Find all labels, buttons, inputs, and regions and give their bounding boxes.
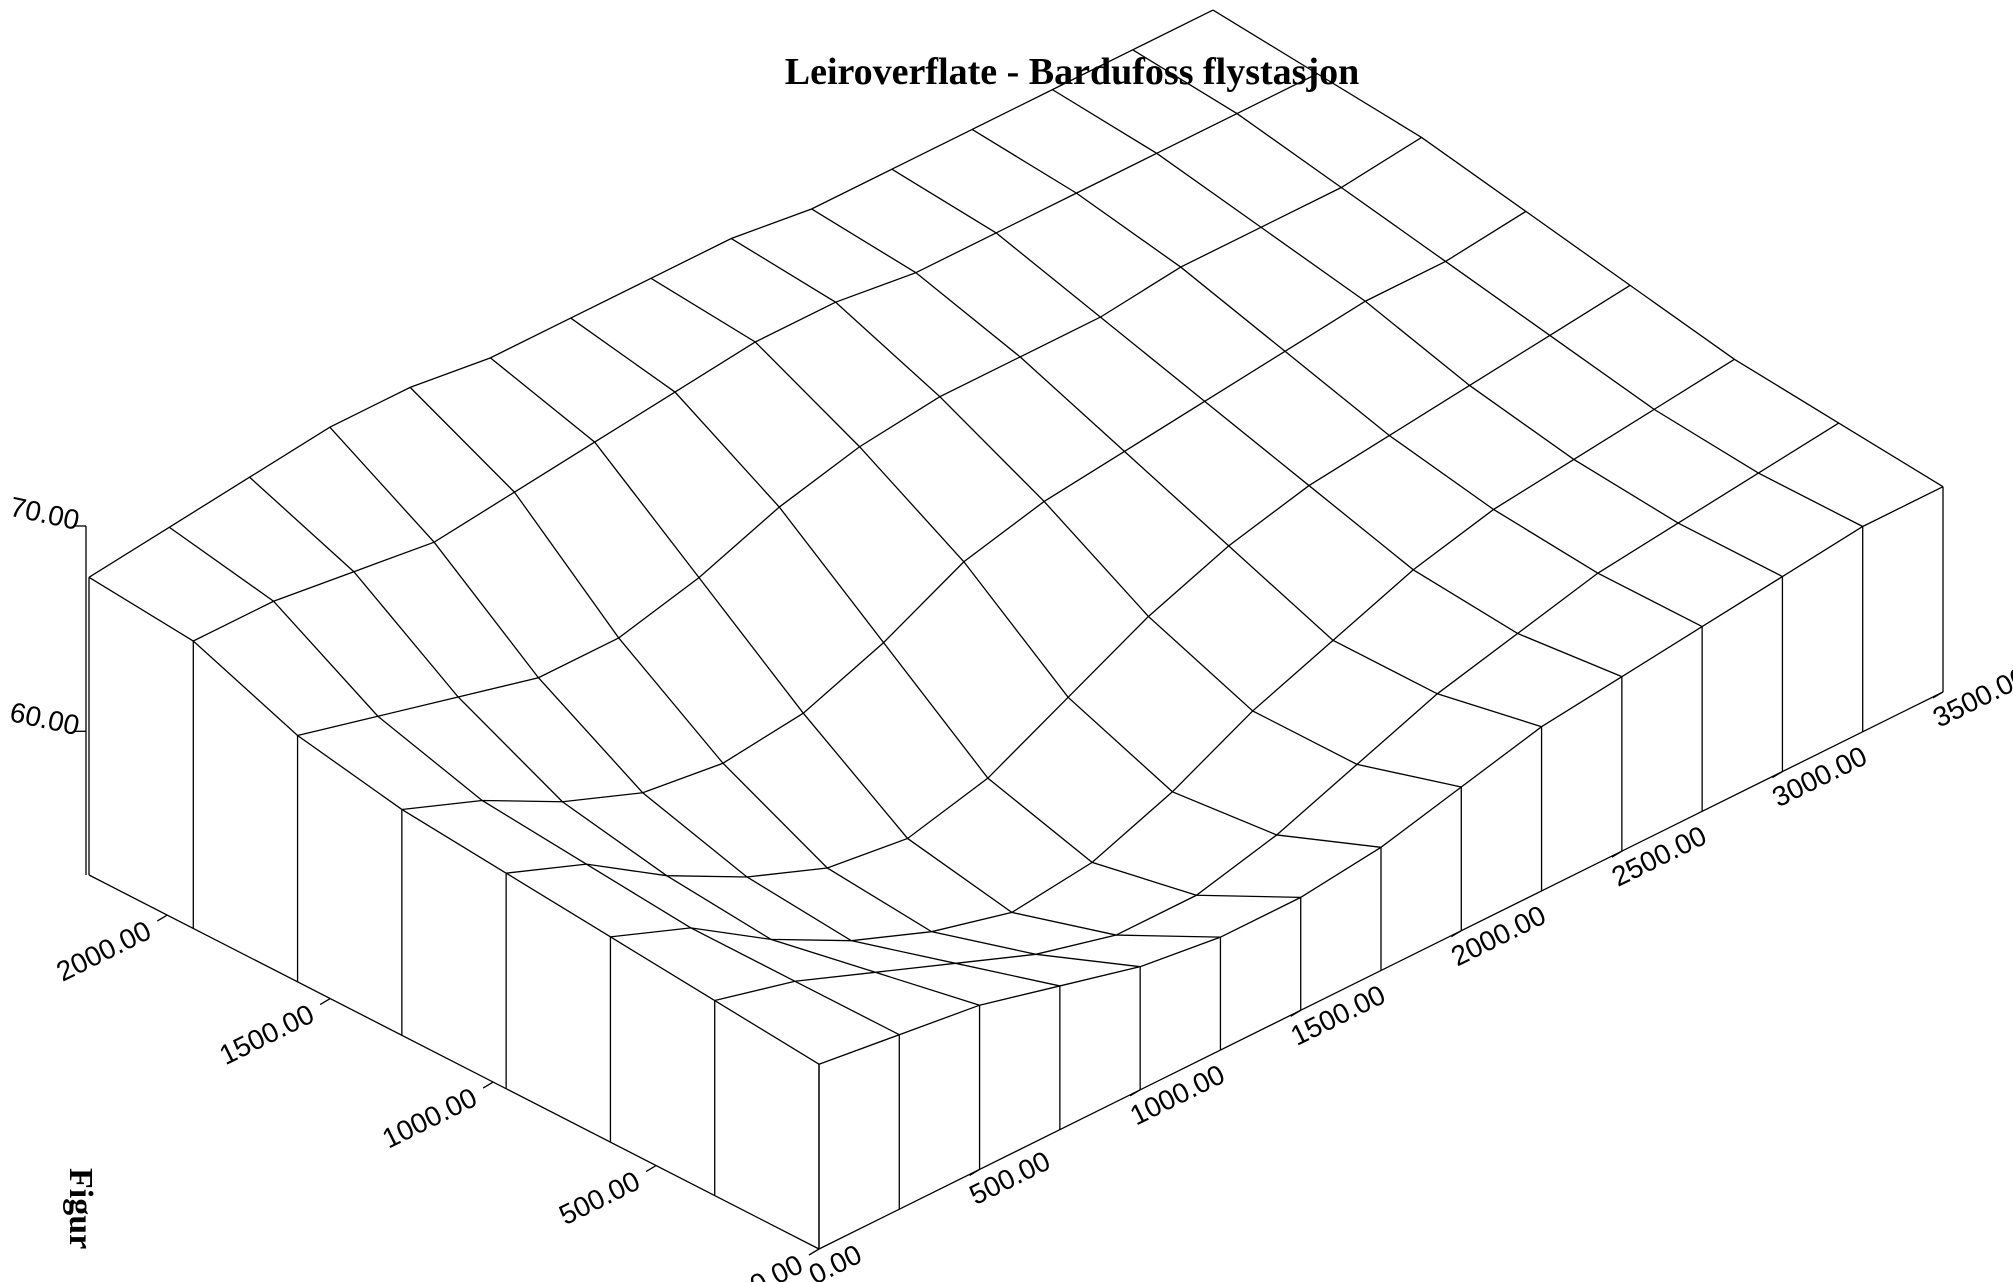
surface-column (570, 317, 1301, 899)
x-tick (1611, 850, 1623, 858)
surface-column (971, 128, 1703, 628)
surface-column (650, 277, 1382, 848)
chart-title: Leiroverflate - Bardufoss flystasjon (785, 51, 1360, 93)
x-tick (969, 1168, 980, 1176)
surface-column (409, 386, 1141, 968)
x-tick (1290, 1009, 1302, 1017)
x-tick (1450, 930, 1462, 938)
y-tick (319, 997, 331, 1006)
y-tick (645, 1164, 657, 1173)
y-tick (156, 914, 168, 922)
surface-column (1212, 9, 1944, 488)
surface-column (88, 576, 820, 1065)
y-tick-label: 1000.00 (377, 1082, 481, 1155)
y-tick-label: 2000.00 (51, 915, 155, 988)
surface-column (730, 237, 1462, 788)
surface-row (610, 358, 1735, 942)
figure-label: Figur (62, 1168, 99, 1249)
z-tick-label: 70.00 (7, 491, 82, 536)
x-tick-label: 0.00 (804, 1238, 867, 1282)
y-tick (482, 1081, 494, 1089)
surface-column (329, 426, 1060, 987)
surface-column (1132, 49, 1864, 528)
surface-row (192, 73, 1318, 642)
y-tick-label: 1500.00 (214, 998, 318, 1071)
surface-column (811, 208, 1542, 728)
surface-row (88, 9, 1214, 578)
surface-column (891, 168, 1623, 678)
surface-column (168, 526, 900, 1036)
y-tick-label: 500.00 (554, 1165, 645, 1231)
y-tick-label: 0.00 (745, 1249, 808, 1282)
x-tick (1932, 691, 1944, 699)
surface-column (490, 357, 1221, 938)
y-tick (808, 1248, 820, 1256)
x-tick (1129, 1089, 1141, 1097)
surface-row (401, 210, 1527, 811)
surface-column (249, 476, 980, 1006)
surface-column (1052, 89, 1783, 578)
surface-row (297, 136, 1422, 737)
x-tick (1772, 771, 1783, 779)
z-tick-label: 60.00 (7, 696, 82, 741)
base-edge (88, 874, 820, 1250)
x-tick-label: 3500.00 (1928, 661, 2013, 734)
